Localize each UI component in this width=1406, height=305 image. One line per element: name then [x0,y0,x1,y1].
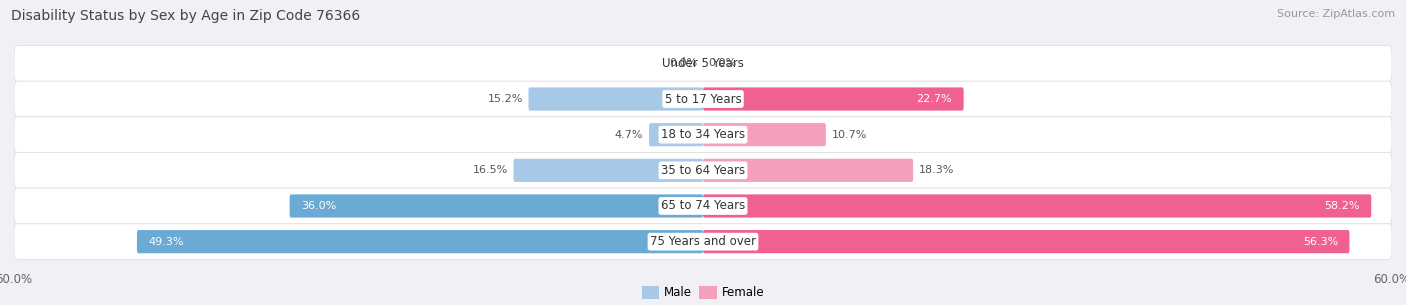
FancyBboxPatch shape [529,88,703,111]
FancyBboxPatch shape [650,123,703,146]
Text: Under 5 Years: Under 5 Years [662,57,744,70]
Text: 56.3%: 56.3% [1303,237,1339,247]
Text: Source: ZipAtlas.com: Source: ZipAtlas.com [1277,9,1395,19]
FancyBboxPatch shape [14,188,1392,224]
FancyBboxPatch shape [136,230,703,253]
FancyBboxPatch shape [14,81,1392,117]
Text: 0.0%: 0.0% [669,58,697,68]
Text: 22.7%: 22.7% [917,94,952,104]
Text: 0.0%: 0.0% [709,58,737,68]
FancyBboxPatch shape [14,45,1392,81]
Legend: Male, Female: Male, Female [637,282,769,304]
Text: 4.7%: 4.7% [614,130,644,140]
FancyBboxPatch shape [14,117,1392,152]
Text: 15.2%: 15.2% [488,94,523,104]
FancyBboxPatch shape [703,159,912,182]
FancyBboxPatch shape [703,194,1371,217]
FancyBboxPatch shape [703,123,825,146]
Text: 65 to 74 Years: 65 to 74 Years [661,199,745,213]
Text: 35 to 64 Years: 35 to 64 Years [661,164,745,177]
Text: 49.3%: 49.3% [149,237,184,247]
Text: 5 to 17 Years: 5 to 17 Years [665,92,741,106]
Text: 36.0%: 36.0% [301,201,336,211]
Text: 58.2%: 58.2% [1324,201,1360,211]
FancyBboxPatch shape [290,194,703,217]
Text: 10.7%: 10.7% [831,130,868,140]
FancyBboxPatch shape [703,230,1350,253]
Text: 18 to 34 Years: 18 to 34 Years [661,128,745,141]
FancyBboxPatch shape [703,88,963,111]
Text: 18.3%: 18.3% [920,165,955,175]
Text: Disability Status by Sex by Age in Zip Code 76366: Disability Status by Sex by Age in Zip C… [11,9,360,23]
FancyBboxPatch shape [513,159,703,182]
Text: 75 Years and over: 75 Years and over [650,235,756,248]
Text: 16.5%: 16.5% [472,165,508,175]
FancyBboxPatch shape [14,224,1392,260]
FancyBboxPatch shape [14,152,1392,188]
